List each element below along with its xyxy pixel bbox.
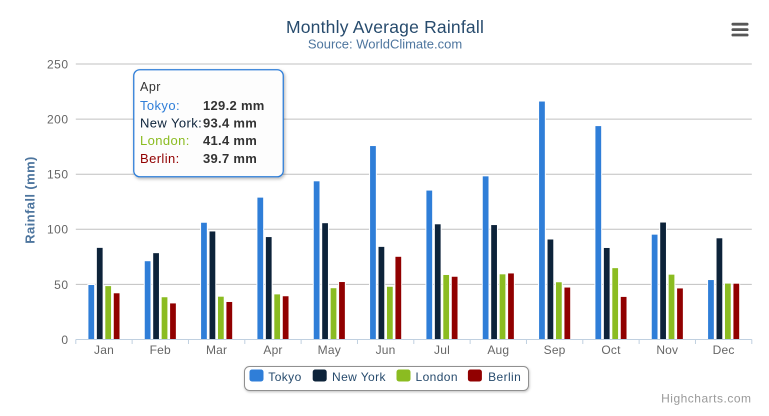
svg-text:Highcharts.com: Highcharts.com: [661, 392, 751, 406]
svg-text:Sep: Sep: [544, 343, 566, 357]
svg-text:50: 50: [54, 278, 68, 292]
svg-text:Nov: Nov: [656, 343, 678, 357]
svg-text:New York: New York: [332, 370, 386, 384]
svg-text:Jun: Jun: [376, 343, 396, 357]
svg-text:May: May: [318, 343, 341, 357]
svg-text:Mar: Mar: [206, 343, 227, 357]
svg-text:129.2 mm: 129.2 mm: [203, 98, 265, 113]
svg-text:Berlin:: Berlin:: [140, 151, 180, 166]
svg-text:London: London: [416, 370, 458, 384]
svg-text:250: 250: [47, 57, 69, 71]
svg-text:39.7 mm: 39.7 mm: [203, 151, 257, 166]
svg-text:Dec: Dec: [713, 343, 735, 357]
svg-text:100: 100: [47, 223, 69, 237]
svg-text:New York:: New York:: [140, 116, 202, 131]
svg-text:Feb: Feb: [150, 343, 171, 357]
svg-text:150: 150: [47, 168, 69, 182]
svg-text:Tokyo: Tokyo: [268, 370, 301, 384]
svg-text:200: 200: [47, 113, 69, 127]
svg-text:41.4 mm: 41.4 mm: [203, 133, 257, 148]
svg-text:Source: WorldClimate.com: Source: WorldClimate.com: [308, 37, 462, 52]
svg-text:Berlin: Berlin: [488, 370, 521, 384]
svg-text:London:: London:: [140, 133, 190, 148]
svg-text:Rainfall (mm): Rainfall (mm): [23, 156, 38, 244]
svg-text:Aug: Aug: [487, 343, 509, 357]
svg-text:93.4 mm: 93.4 mm: [203, 116, 257, 131]
svg-text:Monthly Average Rainfall: Monthly Average Rainfall: [286, 17, 484, 37]
svg-text:0: 0: [61, 333, 68, 347]
svg-text:Oct: Oct: [601, 343, 621, 357]
svg-text:Tokyo:: Tokyo:: [140, 98, 180, 113]
svg-text:Apr: Apr: [140, 80, 161, 94]
svg-text:Jul: Jul: [434, 343, 450, 357]
svg-text:Jan: Jan: [94, 343, 114, 357]
svg-text:Apr: Apr: [263, 343, 282, 357]
